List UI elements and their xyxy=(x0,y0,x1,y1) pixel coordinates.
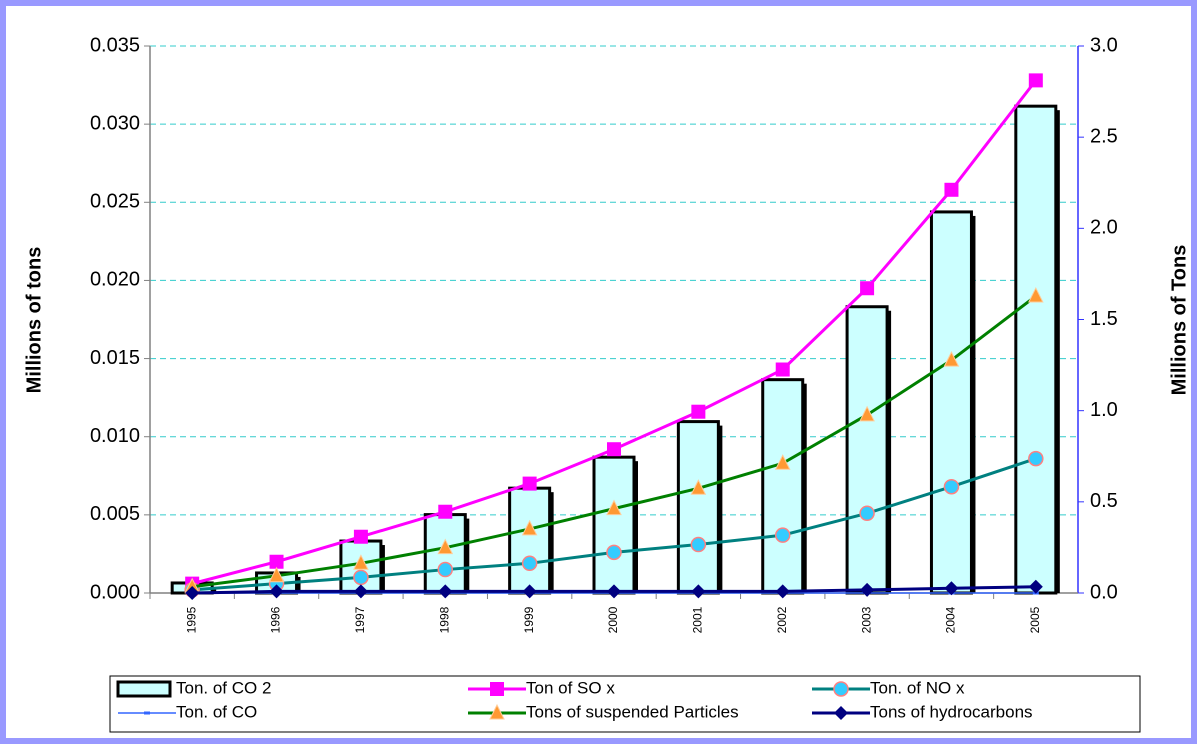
point xyxy=(774,527,791,543)
y-tick-label: 0.000 xyxy=(90,581,140,603)
point xyxy=(185,586,200,600)
point xyxy=(944,182,959,197)
x-tick-label: 1998 xyxy=(437,606,451,633)
y2-tick-label: 1.5 xyxy=(1090,308,1118,330)
y-tick-label: 0.025 xyxy=(90,191,140,213)
point xyxy=(1028,286,1044,303)
point xyxy=(437,561,454,578)
point xyxy=(690,536,707,553)
point xyxy=(859,405,875,422)
point xyxy=(690,479,707,495)
legend-swatch xyxy=(116,680,172,698)
y2-tick-label: 1.0 xyxy=(1090,399,1118,421)
x-tick-label: 1995 xyxy=(184,606,198,633)
point xyxy=(438,504,453,519)
x-tick-label: 1999 xyxy=(522,606,536,633)
point xyxy=(606,544,622,561)
point xyxy=(438,584,453,599)
point xyxy=(1028,579,1043,594)
legend-label: Tons of hydrocarbons xyxy=(870,702,1033,721)
point xyxy=(607,584,621,599)
legend-marker xyxy=(490,682,504,696)
y-axis-title: Millions of tons xyxy=(23,247,45,394)
point xyxy=(353,554,369,570)
y2-tick-label: 0.5 xyxy=(1090,490,1118,512)
point xyxy=(353,529,368,544)
point xyxy=(859,505,875,522)
y-tick-label: 0.010 xyxy=(90,425,140,447)
bar xyxy=(761,378,805,595)
point xyxy=(774,454,791,470)
point xyxy=(437,538,454,555)
point xyxy=(269,584,284,599)
point xyxy=(1028,73,1043,88)
x-tick-label: 2004 xyxy=(944,606,958,633)
point xyxy=(944,581,959,596)
y-tick-label: 0.005 xyxy=(90,503,140,525)
bar xyxy=(929,210,973,595)
legend-label: Tons of suspended Particles xyxy=(526,702,739,721)
legend-marker xyxy=(144,711,150,715)
bar xyxy=(592,455,636,595)
x-tick-label: 1997 xyxy=(353,606,367,633)
legend-label: Ton of SO x xyxy=(526,678,615,697)
y-tick-label: 0.030 xyxy=(90,112,140,134)
bar xyxy=(676,420,720,595)
y2-tick-label: 0.0 xyxy=(1090,581,1118,603)
legend-marker xyxy=(489,703,505,720)
point xyxy=(521,555,538,572)
point xyxy=(353,569,369,586)
x-tick-label: 2001 xyxy=(691,606,705,633)
point xyxy=(521,519,538,536)
point xyxy=(353,584,368,599)
point xyxy=(943,478,960,495)
x-tick-label: 2002 xyxy=(775,606,789,633)
point xyxy=(943,351,960,367)
point xyxy=(607,442,621,457)
point xyxy=(691,404,706,419)
legend-marker xyxy=(834,706,848,720)
point xyxy=(691,584,706,599)
bar xyxy=(1014,104,1058,595)
point xyxy=(775,584,790,599)
point xyxy=(268,566,285,583)
legend-marker xyxy=(833,681,849,697)
point xyxy=(522,584,537,599)
legend-label: Ton. of NO x xyxy=(870,678,965,697)
point xyxy=(860,582,875,597)
point xyxy=(860,281,875,296)
y2-tick-label: 3.0 xyxy=(1090,34,1118,56)
y2-tick-label: 2.5 xyxy=(1090,125,1118,147)
x-tick-label: 2005 xyxy=(1028,606,1042,633)
legend-label: Ton. of CO 2 xyxy=(176,678,271,697)
y-tick-label: 0.020 xyxy=(90,269,140,291)
point xyxy=(775,362,790,377)
point xyxy=(606,499,622,516)
point xyxy=(522,476,537,491)
point xyxy=(269,554,284,569)
legend-box xyxy=(109,675,1141,733)
x-tick-label: 1996 xyxy=(269,606,283,633)
y2-axis-title: Millions of Tons xyxy=(1168,245,1190,396)
y-tick-label: 0.015 xyxy=(90,347,140,369)
x-tick-label: 2000 xyxy=(606,606,620,633)
y2-tick-label: 2.0 xyxy=(1090,217,1118,239)
x-tick-label: 2003 xyxy=(859,606,873,633)
point xyxy=(1028,450,1044,467)
legend-label: Ton. of CO xyxy=(176,702,257,721)
bar xyxy=(845,305,889,595)
y-tick-label: 0.035 xyxy=(90,34,140,56)
bar xyxy=(508,486,552,595)
